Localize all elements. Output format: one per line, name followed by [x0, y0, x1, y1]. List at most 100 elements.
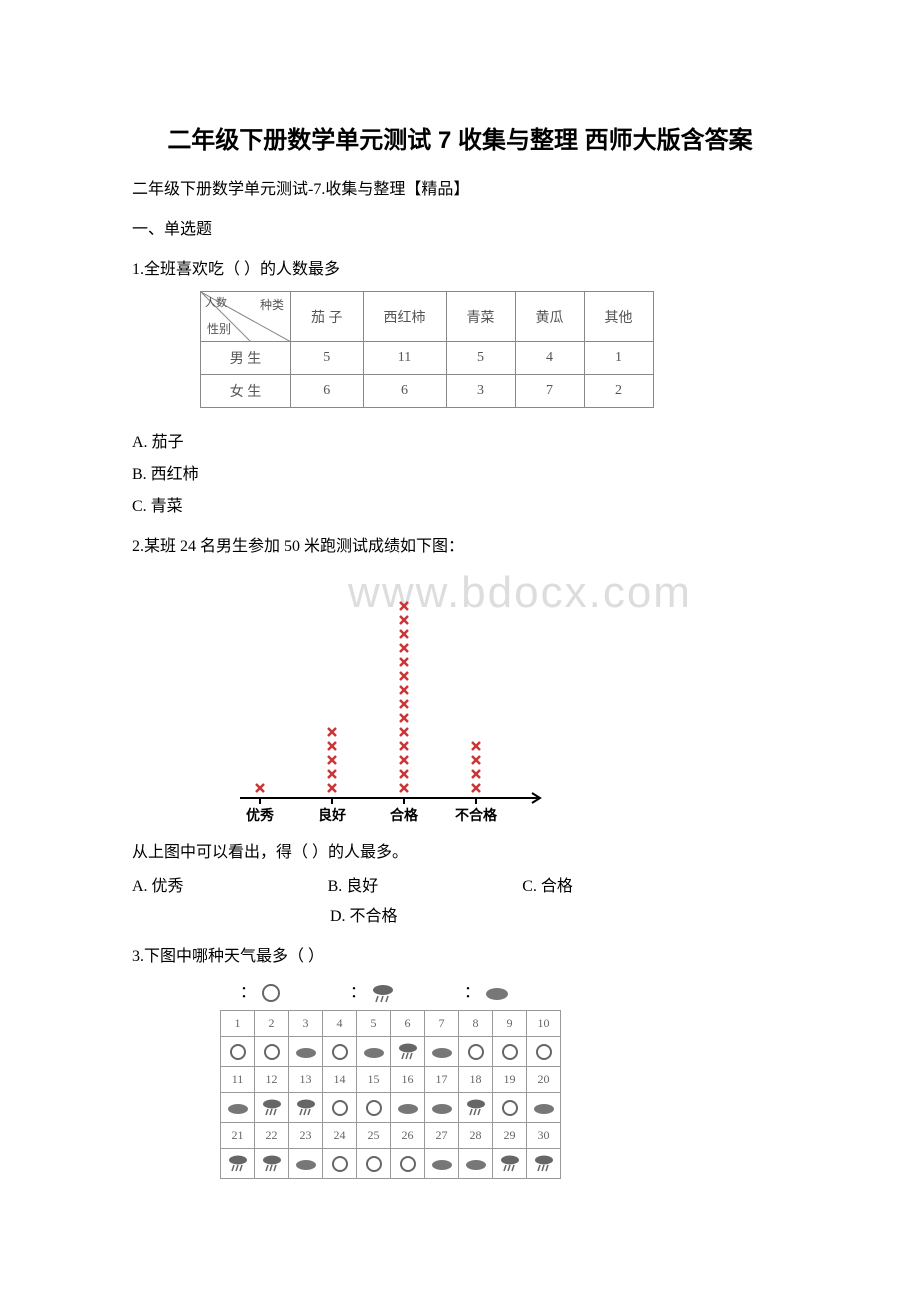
- weather-icon-sunny: [493, 1037, 527, 1067]
- svg-text:不合格: 不合格: [455, 807, 498, 823]
- rainy-icon: [370, 982, 396, 1004]
- weather-icon-cloudy: [221, 1093, 255, 1123]
- col-header: 茄 子: [291, 292, 364, 342]
- question-1-text: 1.全班喜欢吃（ ）的人数最多: [100, 255, 820, 279]
- weather-icon-rainy: [493, 1149, 527, 1179]
- cloudy-icon: [484, 984, 510, 1002]
- weather-icon-cloudy: [459, 1149, 493, 1179]
- sunny-icon: [260, 982, 282, 1004]
- cell: 1: [584, 342, 653, 375]
- weather-icon-rainy: [459, 1093, 493, 1123]
- day-number: 21: [221, 1123, 255, 1149]
- day-number: 22: [255, 1123, 289, 1149]
- row-label: 女 生: [201, 375, 291, 408]
- cell: 3: [446, 375, 515, 408]
- day-number: 27: [425, 1123, 459, 1149]
- weather-icon-rainy: [527, 1149, 561, 1179]
- day-number: 10: [527, 1011, 561, 1037]
- day-number: 15: [357, 1067, 391, 1093]
- q2-option-d: D. 不合格: [330, 902, 820, 926]
- cell: 6: [291, 375, 364, 408]
- option-a: A. 优秀: [132, 878, 184, 895]
- weather-table: 1234567891011121314151617181920212223242…: [220, 1010, 561, 1179]
- q2-pictograph: www.bdocx.com 优秀良好合格不合格: [220, 568, 820, 828]
- svg-text:优秀: 优秀: [246, 807, 275, 823]
- day-number: 2: [255, 1011, 289, 1037]
- option-a: A. 茄子: [100, 428, 820, 452]
- option-b: B. 良好: [328, 878, 379, 895]
- weather-icon-rainy: [391, 1037, 425, 1067]
- day-number: 25: [357, 1123, 391, 1149]
- weather-legend: ： ： ：: [240, 978, 820, 1004]
- cell: 4: [515, 342, 584, 375]
- day-number: 30: [527, 1123, 561, 1149]
- weather-icon-rainy: [221, 1149, 255, 1179]
- day-number: 6: [391, 1011, 425, 1037]
- weather-icon-rainy: [289, 1093, 323, 1123]
- legend-colon: ：: [464, 984, 480, 1001]
- weather-icon-sunny: [527, 1037, 561, 1067]
- day-number: 9: [493, 1011, 527, 1037]
- page-title: 二年级下册数学单元测试 7 收集与整理 西师大版含答案: [100, 120, 820, 155]
- option-c: C. 青菜: [100, 492, 820, 516]
- day-number: 1: [221, 1011, 255, 1037]
- col-header: 青菜: [446, 292, 515, 342]
- q1-table: 人数 种类 性别 茄 子 西红柿 青菜 黄瓜 其他 男 生 5 11 5 4 1…: [200, 291, 654, 408]
- cell: 2: [584, 375, 653, 408]
- diag-people: 人数: [205, 294, 227, 310]
- cell: 5: [291, 342, 364, 375]
- weather-icon-cloudy: [289, 1037, 323, 1067]
- weather-icon-cloudy: [391, 1093, 425, 1123]
- weather-icon-rainy: [255, 1149, 289, 1179]
- q2-options-abc: A. 优秀 B. 良好 C. 合格: [100, 872, 820, 896]
- day-number: 29: [493, 1123, 527, 1149]
- question-3-text: 3.下图中哪种天气最多（ ）: [100, 942, 820, 966]
- subtitle: 二年级下册数学单元测试-7.收集与整理【精品】: [100, 175, 820, 199]
- day-number: 23: [289, 1123, 323, 1149]
- diag-bot-label: 性别: [207, 320, 231, 337]
- day-number: 19: [493, 1067, 527, 1093]
- col-header: 其他: [584, 292, 653, 342]
- diagonal-header: 人数 种类 性别: [201, 292, 291, 342]
- weather-icon-sunny: [255, 1037, 289, 1067]
- weather-icon-sunny: [493, 1093, 527, 1123]
- day-number: 11: [221, 1067, 255, 1093]
- q2-followup: 从上图中可以看出，得（ ）的人最多。: [100, 838, 820, 862]
- question-2-text: 2.某班 24 名男生参加 50 米跑测试成绩如下图：: [100, 532, 820, 556]
- weather-icon-cloudy: [527, 1093, 561, 1123]
- day-number: 20: [527, 1067, 561, 1093]
- day-number: 18: [459, 1067, 493, 1093]
- weather-icon-sunny: [221, 1037, 255, 1067]
- day-number: 13: [289, 1067, 323, 1093]
- col-header: 西红柿: [363, 292, 446, 342]
- day-number: 14: [323, 1067, 357, 1093]
- weather-icon-cloudy: [357, 1037, 391, 1067]
- day-number: 28: [459, 1123, 493, 1149]
- cell: 11: [363, 342, 446, 375]
- cell: 7: [515, 375, 584, 408]
- pictograph-svg: 优秀良好合格不合格: [220, 568, 560, 828]
- day-number: 26: [391, 1123, 425, 1149]
- day-number: 8: [459, 1011, 493, 1037]
- day-number: 17: [425, 1067, 459, 1093]
- weather-icon-sunny: [323, 1037, 357, 1067]
- weather-icon-sunny: [323, 1093, 357, 1123]
- day-number: 3: [289, 1011, 323, 1037]
- col-header: 黄瓜: [515, 292, 584, 342]
- legend-colon: ：: [240, 984, 256, 1001]
- day-number: 7: [425, 1011, 459, 1037]
- weather-icon-sunny: [391, 1149, 425, 1179]
- weather-icon-cloudy: [425, 1149, 459, 1179]
- day-number: 24: [323, 1123, 357, 1149]
- row-label: 男 生: [201, 342, 291, 375]
- weather-icon-cloudy: [425, 1037, 459, 1067]
- legend-colon: ：: [350, 984, 366, 1001]
- option-c: C. 合格: [522, 878, 573, 895]
- day-number: 12: [255, 1067, 289, 1093]
- cell: 6: [363, 375, 446, 408]
- weather-icon-sunny: [357, 1149, 391, 1179]
- day-number: 4: [323, 1011, 357, 1037]
- weather-icon-rainy: [255, 1093, 289, 1123]
- diag-top-label: 种类: [260, 296, 284, 313]
- weather-icon-cloudy: [425, 1093, 459, 1123]
